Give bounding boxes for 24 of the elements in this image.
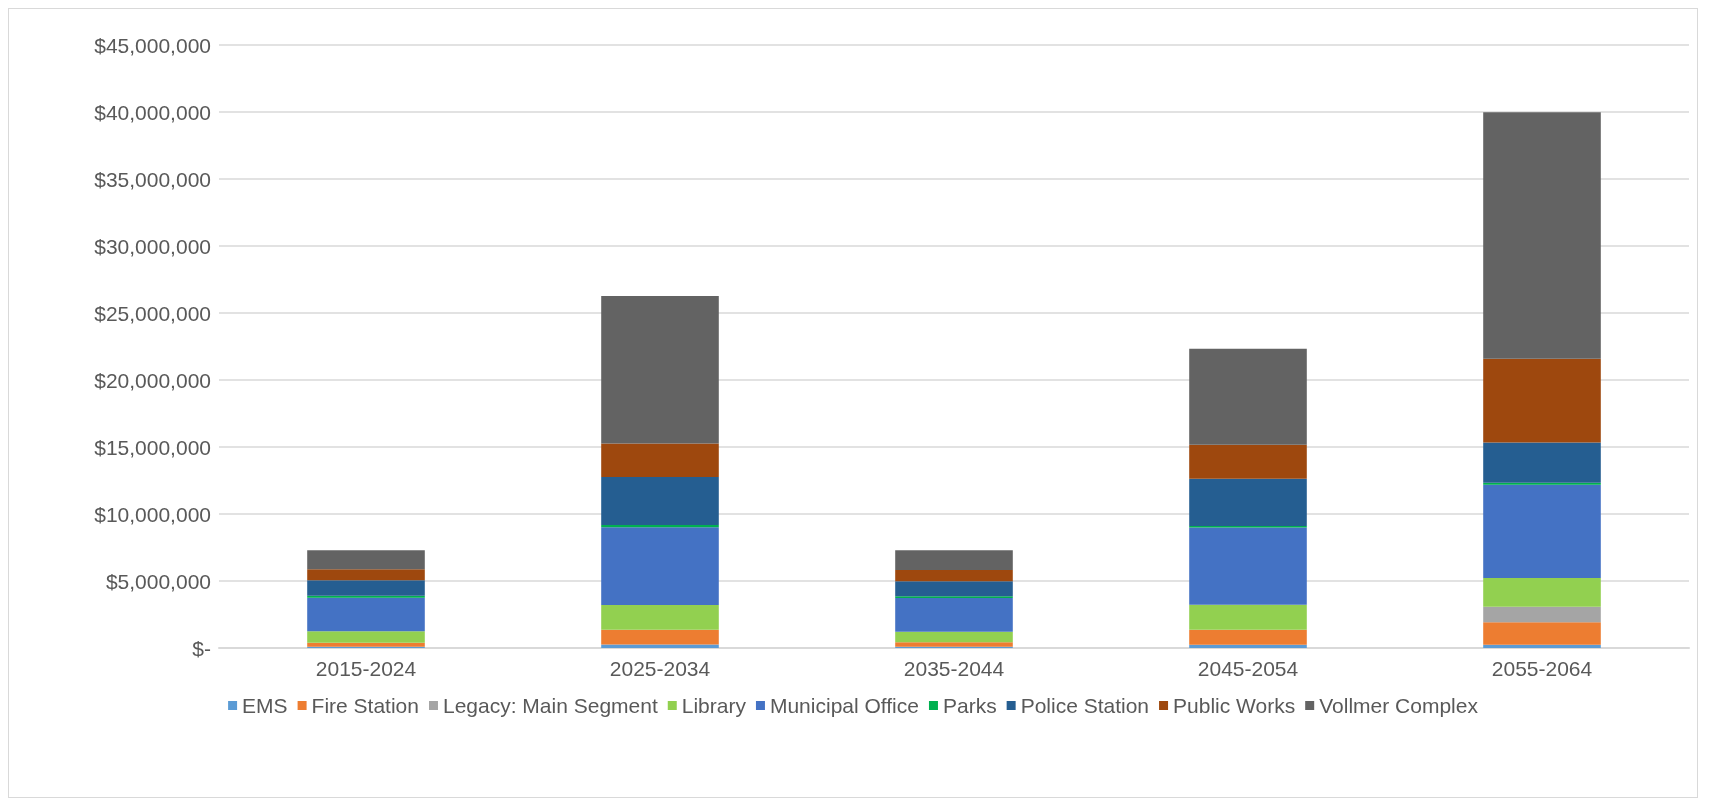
- legend-label: Legacy: Main Segment: [442, 694, 658, 717]
- legend-label: Vollmer Complex: [1319, 694, 1479, 717]
- x-tick-label: 2015-2024: [315, 657, 417, 680]
- legend-label: Public Works: [1173, 694, 1296, 717]
- legend-label: EMS: [242, 694, 288, 717]
- legend-label: Parks: [942, 694, 997, 717]
- y-tick-label: $30,000,000: [94, 234, 211, 258]
- y-tick-label: $20,000,000: [94, 368, 211, 392]
- x-tick-label: 2045-2054: [1197, 657, 1299, 680]
- y-tick-label: $25,000,000: [94, 301, 211, 325]
- y-tick-label: $-: [192, 636, 211, 660]
- legend-label: Library: [681, 694, 747, 717]
- legend-label: Municipal Office: [769, 694, 919, 717]
- x-tick-label: 2025-2034: [609, 657, 711, 680]
- y-tick-label: $35,000,000: [94, 167, 211, 191]
- y-tick-label: $10,000,000: [94, 502, 211, 526]
- legend-label: Police Station: [1020, 694, 1150, 717]
- y-tick-label: $40,000,000: [94, 100, 211, 124]
- x-tick-label: 2035-2044: [903, 657, 1005, 680]
- y-tick-label: $15,000,000: [94, 435, 211, 459]
- x-tick-label: 2055-2064: [1491, 657, 1593, 680]
- y-tick-label: $5,000,000: [105, 569, 211, 593]
- legend-label: Fire Station: [311, 694, 419, 717]
- y-tick-label: $45,000,000: [94, 33, 211, 57]
